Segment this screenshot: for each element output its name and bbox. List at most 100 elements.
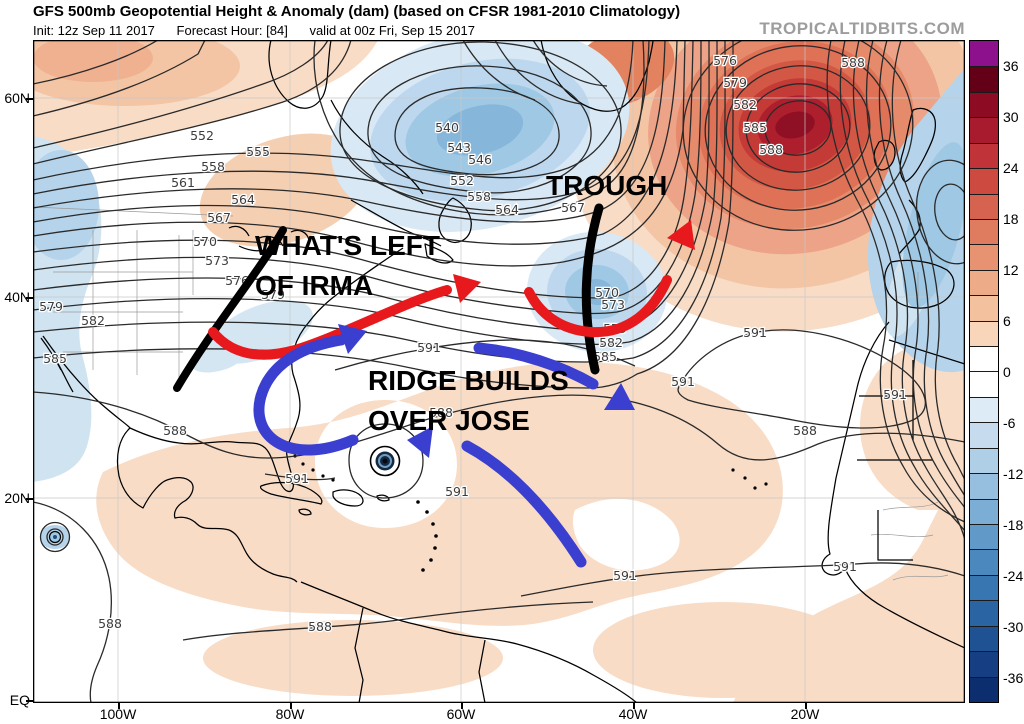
colorbar-cell [970,422,998,448]
colorbar-cell [970,625,998,652]
contour-value-label: 591 [743,325,767,340]
contour-value-label: 570 [595,285,619,300]
axis-tick [26,498,33,500]
colorbar-tick-label: 36 [1003,57,1019,74]
colorbar-cell [970,142,998,169]
trough-axis-lines [173,203,604,392]
contour-value-label: 555 [246,144,270,159]
colorbar-cell [970,574,998,601]
map-frame [32,39,966,704]
contour-value-label: 573 [601,297,625,312]
lat-label: 40N [4,289,30,305]
watermark: TROPICALTIDBITS.COM [759,19,965,38]
colorbar-cell [970,549,998,575]
axis-tick [805,703,807,709]
contour-value-label: 591 [285,471,309,486]
contour-value-label: 591 [671,374,695,389]
colorbar-tick-label: -24 [1003,567,1024,584]
contour-labels: 5405435465525585645525555585615645675705… [38,52,908,636]
lat-label: EQ [9,692,30,708]
red-arrow-trough-flow [524,275,672,338]
map-svg: 5405435465525585645525555585615645675705… [10,0,1024,704]
pacific-cyclone-icon [48,530,62,544]
anomaly-colorbar [969,40,999,703]
red-arrowhead-north [667,220,695,250]
colorbar-tick-label: 18 [1003,210,1019,227]
graticule [33,40,965,703]
colorbar-tick-label: -6 [1003,414,1016,431]
annotation-text-layer: TROUGH WHAT'S LEFT OF IRMA RIDGE BUILDS OVER… [255,170,667,436]
contour-value-label: 552 [190,128,214,143]
contour-value-label: 588 [98,616,122,631]
colorbar-cell [970,168,998,194]
contour-value-label: 558 [467,189,491,204]
lat-label: 60N [4,90,30,106]
contour-value-label: 588 [793,423,817,438]
colorbar-cell [970,244,998,270]
contour-value-label: 576 [713,53,737,68]
contour-value-label: 573 [205,253,229,268]
hurricane-jose-icon [369,445,401,477]
colorbar-tick-label: 24 [1003,159,1019,176]
contour-value-label: 579 [39,299,63,314]
contour-value-label: 588 [841,55,865,70]
state-borders [32,206,949,581]
colorbar-cell [970,269,998,296]
analysis-annotation-text: OF IRMA [255,270,373,301]
colorbar-tick-label: 12 [1003,261,1019,278]
colorbar-cell [970,346,998,372]
init-time: Init: 12z Sep 11 2017 [33,23,155,38]
contour-value-label: 546 [468,152,492,167]
colorbar-cell [970,473,998,499]
colorbar-cell [970,498,998,525]
analysis-annotation-text: OVER JOSE [368,405,530,436]
colorbar-cell [970,651,998,677]
contour-value-label: 585 [743,120,767,135]
contour-value-label: 579 [723,75,747,90]
contour-value-label: 567 [561,200,585,215]
axis-tick [26,98,33,100]
contour-value-label: 552 [450,173,474,188]
analysis-annotation-text: TROUGH [546,170,667,201]
colorbar-cell [970,91,998,118]
contour-value-label: 561 [171,175,195,190]
contour-value-label: 564 [495,202,519,217]
run-info: Init: 12z Sep 11 2017 Forecast Hour: [84… [33,23,493,38]
blue-arrow-ridge-east [473,342,599,390]
colorbar-cell [970,295,998,321]
colorbar-tick-label: 6 [1003,312,1011,329]
colorbar-tick-label: -30 [1003,618,1024,635]
colorbar-cell [970,117,998,143]
colorbar-tick-label: -18 [1003,516,1024,533]
colorbar-cell [970,371,998,397]
page-title: GFS 500mb Geopotential Height & Anomaly … [33,3,681,20]
map-panel: 540 543 546 552 558 564 552 555 558 561 564 567 570 5… [10,0,1024,704]
axis-tick [633,703,635,709]
colorbar-tick-label: 0 [1003,363,1011,380]
contour-value-label: 540 [435,120,459,135]
colorbar-tick-label: -36 [1003,669,1024,686]
blue-arrow-ridge-west [253,334,359,456]
colorbar-cell [970,41,998,67]
hudson-low-anomaly [330,28,630,232]
contour-value-label: 567 [207,210,231,225]
axis-tick [26,700,33,702]
red-arrowhead-east [453,274,481,303]
lon-label: 20W [790,706,820,722]
colorbar-tick-label: -12 [1003,465,1024,482]
contour-value-label: 570 [193,234,217,249]
colorbar-cell [970,66,998,92]
blue-flow-arrows [253,324,635,568]
colorbar-cell [970,676,998,702]
contour-value-label: 564 [231,192,255,207]
valid-time: valid at 00z Fri, Sep 15 2017 [309,23,475,38]
colorbar-tick-label: 30 [1003,108,1019,125]
colorbar-cell [970,320,998,347]
axis-tick [461,703,463,709]
contour-value-label: 591 [833,559,857,574]
contour-value-label: 588 [759,142,783,157]
lon-label: 80W [275,706,305,722]
contour-value-label: 543 [447,140,471,155]
axis-tick [118,703,120,709]
